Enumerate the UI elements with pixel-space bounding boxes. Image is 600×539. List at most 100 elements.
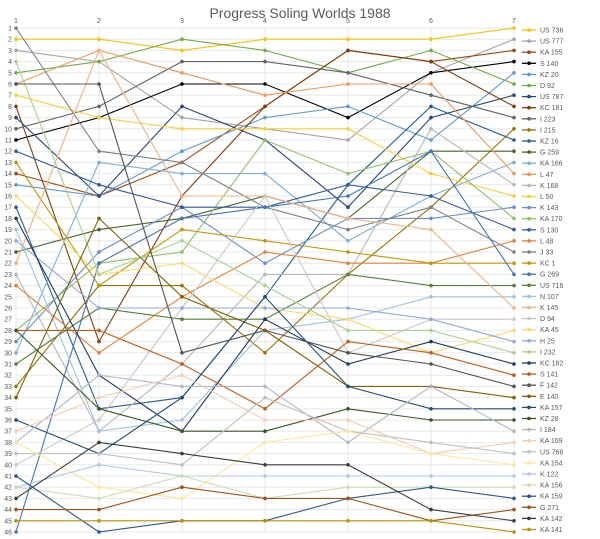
data-point: [512, 205, 516, 209]
data-point: [14, 82, 18, 86]
legend-label: I 184: [540, 427, 556, 434]
legend-label: S 141: [540, 372, 558, 379]
legend-label: K 122: [540, 472, 558, 479]
data-point: [512, 171, 516, 176]
y-tick-label: 43: [4, 496, 12, 503]
data-point: [346, 227, 350, 232]
data-point: [346, 261, 350, 266]
legend-entry: K 145: [522, 305, 558, 312]
data-point: [97, 48, 101, 53]
data-point: [180, 496, 184, 501]
legend-swatch-marker: [527, 105, 531, 110]
legend-label: E 140: [540, 394, 558, 401]
data-point: [263, 440, 267, 445]
legend-label: N 107: [540, 294, 559, 301]
data-point: [14, 37, 18, 41]
data-point: [263, 171, 267, 176]
data-point: [180, 127, 184, 131]
series-s-141: [14, 328, 516, 411]
y-tick-label: 34: [4, 395, 12, 402]
data-point: [429, 519, 433, 523]
data-point: [429, 104, 433, 109]
data-point: [346, 496, 350, 501]
legend-entry: E 140: [522, 394, 558, 401]
data-point: [180, 418, 184, 422]
data-point: [346, 384, 350, 389]
legend-label: KZ 20: [540, 72, 559, 79]
y-tick-label: 13: [4, 160, 12, 167]
chart-title: Progress Soling Worlds 1988: [209, 5, 390, 21]
x-tick-label: 4: [263, 18, 267, 25]
y-tick-label: 31: [4, 362, 12, 369]
legend-label: J 33: [540, 250, 553, 257]
data-point: [97, 328, 101, 333]
y-tick-label: 45: [4, 518, 12, 525]
data-point: [14, 418, 18, 422]
legend-swatch-marker: [527, 372, 531, 376]
data-point: [346, 115, 350, 120]
data-point: [180, 295, 184, 299]
data-point: [180, 171, 184, 176]
data-point: [263, 48, 267, 53]
legend-entry: KZ 16: [522, 139, 559, 146]
x-tick-label: 1: [14, 18, 18, 25]
x-axis-ticks: 1 2 3 4 5 6 7: [14, 18, 516, 25]
legend-entry: D 92: [522, 83, 555, 90]
legend-label: KA 166: [540, 161, 563, 168]
data-point: [14, 272, 18, 277]
data-point: [14, 71, 18, 75]
y-tick-label: 9: [8, 115, 12, 122]
y-tick-label: 42: [4, 485, 12, 492]
data-point: [429, 59, 433, 64]
legend-swatch-marker: [527, 427, 531, 432]
legend-label: KA 169: [540, 438, 563, 445]
legend-label: US 736: [540, 28, 563, 35]
data-point: [14, 395, 18, 400]
data-point: [263, 104, 267, 109]
data-point: [263, 205, 267, 209]
data-point: [97, 194, 101, 198]
series-g-269: [14, 149, 516, 534]
data-point: [180, 351, 184, 355]
data-point: [263, 283, 267, 288]
data-point: [512, 227, 516, 232]
data-point: [512, 496, 516, 501]
data-point: [14, 171, 18, 176]
data-point: [97, 183, 101, 187]
data-point: [512, 115, 516, 120]
y-tick-label: 37: [4, 429, 12, 436]
legend-entry: S 130: [522, 227, 558, 234]
legend-swatch-marker: [527, 394, 531, 399]
data-point: [14, 384, 18, 389]
data-point: [346, 82, 350, 86]
data-point: [263, 463, 267, 467]
data-point: [14, 48, 18, 53]
legend-swatch-marker: [527, 183, 531, 188]
data-point: [512, 216, 516, 221]
data-point: [263, 418, 267, 422]
series-ka-154: [14, 429, 516, 501]
data-point: [180, 250, 184, 254]
data-point: [180, 306, 184, 310]
data-point: [97, 440, 101, 445]
data-point: [512, 160, 516, 165]
data-point: [14, 362, 18, 366]
data-point: [512, 485, 516, 490]
y-tick-label: 20: [4, 238, 12, 245]
data-point: [346, 48, 350, 53]
data-point: [97, 519, 101, 523]
y-tick-label: 24: [4, 283, 12, 290]
y-tick-label: 25: [4, 294, 12, 301]
legend-swatch-marker: [527, 216, 531, 221]
data-point: [512, 295, 516, 299]
data-point: [180, 317, 184, 322]
x-tick-label: 2: [97, 18, 101, 25]
data-point: [429, 216, 433, 221]
legend-label: KA 142: [540, 516, 563, 523]
data-point: [180, 82, 184, 86]
legend-entry: I 184: [522, 427, 556, 434]
data-point: [180, 384, 184, 389]
data-point: [512, 239, 516, 243]
data-point: [14, 160, 18, 165]
data-point: [97, 272, 101, 277]
